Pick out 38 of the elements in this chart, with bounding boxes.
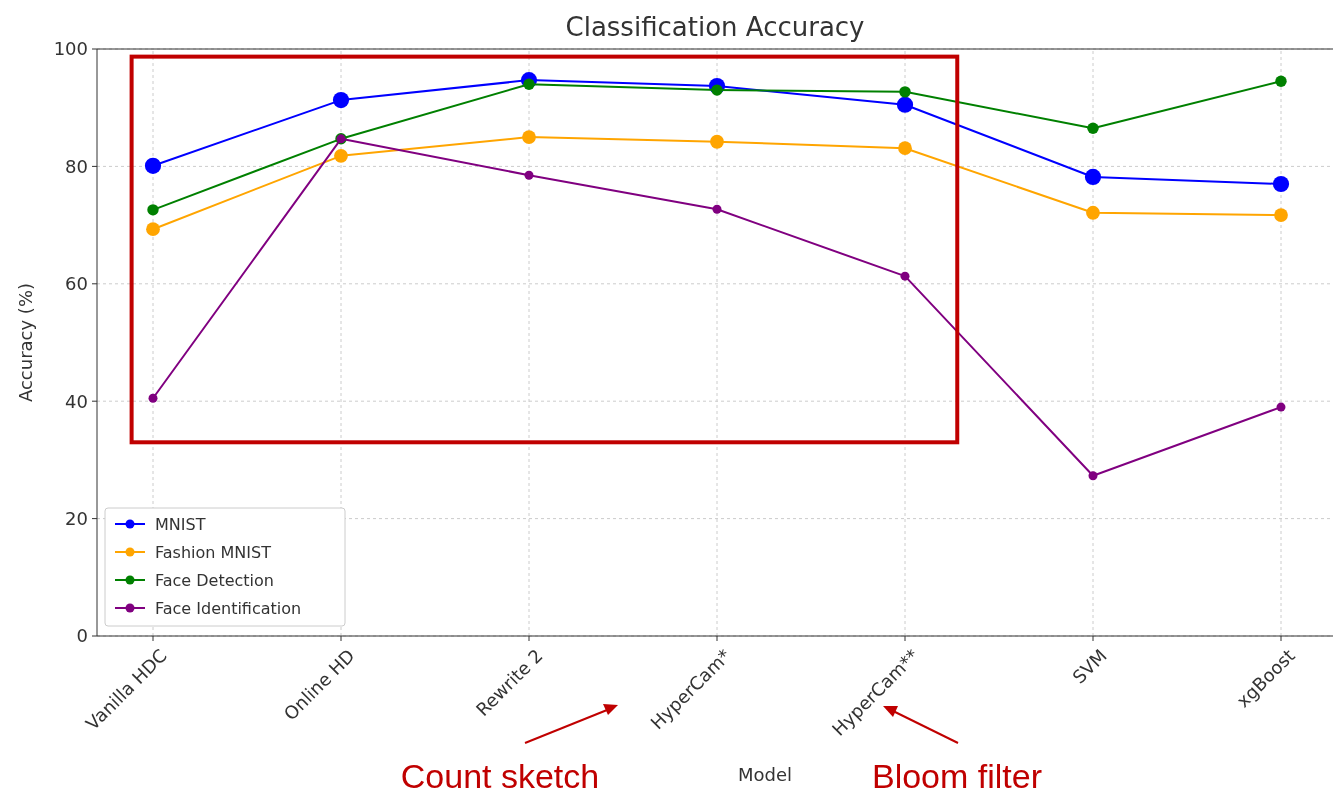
point xyxy=(522,130,536,144)
point xyxy=(147,204,159,216)
y-axis-title: Accuracy (%) xyxy=(15,282,36,403)
point xyxy=(1272,175,1290,193)
point xyxy=(1087,122,1099,134)
point xyxy=(1274,208,1288,223)
legend-label: Face Detection xyxy=(155,570,274,590)
point xyxy=(900,271,910,281)
y-tick-label: 20 xyxy=(65,507,88,529)
point xyxy=(1088,471,1098,481)
point xyxy=(524,170,534,180)
point xyxy=(1275,75,1287,87)
y-tick-label: 0 xyxy=(76,625,88,647)
point xyxy=(144,157,162,174)
point xyxy=(332,91,350,109)
y-tick-label: 60 xyxy=(65,273,88,295)
point xyxy=(1084,168,1102,186)
point xyxy=(1086,205,1100,220)
point xyxy=(146,222,160,237)
point xyxy=(711,84,723,96)
point xyxy=(899,86,911,98)
point xyxy=(148,393,158,403)
point xyxy=(712,204,722,214)
text: Bloom filter xyxy=(871,757,1043,792)
legend-label: MNIST xyxy=(155,514,206,534)
chart-title: Classification Accuracy xyxy=(565,12,865,42)
y-tick-label: 40 xyxy=(65,390,88,412)
point xyxy=(896,96,914,113)
y-tick-label: 100 xyxy=(53,38,88,60)
legend-label: Fashion MNIST xyxy=(155,542,272,562)
point xyxy=(898,141,912,156)
point xyxy=(1276,402,1286,412)
point xyxy=(710,134,724,149)
legend-label: Face Identification xyxy=(155,598,302,618)
point xyxy=(334,148,348,163)
y-tick-label: 80 xyxy=(65,155,88,177)
x-axis-title: Model xyxy=(737,764,793,785)
text: Count sketch xyxy=(400,757,600,792)
